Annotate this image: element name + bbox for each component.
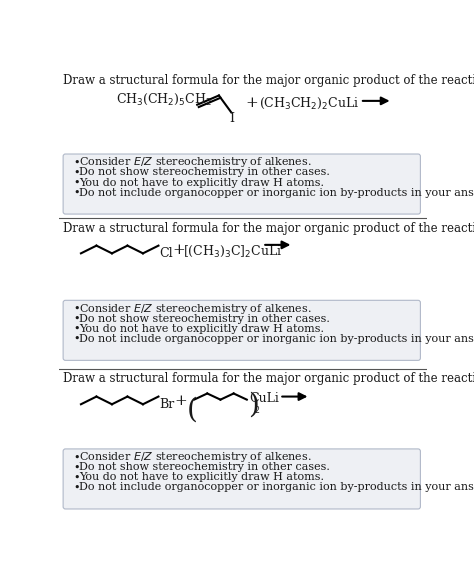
Text: Draw a structural formula for the major organic product of the reaction shown be: Draw a structural formula for the major …: [63, 74, 474, 87]
Text: Draw a structural formula for the major organic product of the reaction shown be: Draw a structural formula for the major …: [63, 222, 474, 235]
Text: I: I: [230, 113, 235, 126]
Text: •: •: [73, 187, 80, 197]
Text: •: •: [73, 314, 80, 324]
Text: (CH$_3$CH$_2$)$_2$CuLi: (CH$_3$CH$_2$)$_2$CuLi: [259, 96, 360, 112]
Text: CH$_3$(CH$_2$)$_5$CH$_2$: CH$_3$(CH$_2$)$_5$CH$_2$: [116, 92, 212, 107]
Text: ): ): [247, 392, 258, 419]
Text: [(CH$_3$)$_3$C]$_2$CuLi: [(CH$_3$)$_3$C]$_2$CuLi: [183, 244, 283, 259]
Text: CuLi: CuLi: [249, 392, 279, 405]
Text: •: •: [73, 482, 80, 492]
Text: Do not include organocopper or inorganic ion by-products in your answer.: Do not include organocopper or inorganic…: [80, 187, 474, 197]
Text: You do not have to explicitly draw H atoms.: You do not have to explicitly draw H ato…: [80, 324, 324, 334]
FancyBboxPatch shape: [63, 449, 420, 509]
Text: Do not include organocopper or inorganic ion by-products in your answer.: Do not include organocopper or inorganic…: [80, 334, 474, 344]
Text: •: •: [73, 463, 80, 472]
Text: Consider $E/Z$ stereochemistry of alkenes.: Consider $E/Z$ stereochemistry of alkene…: [80, 155, 312, 169]
Text: Do not show stereochemistry in other cases.: Do not show stereochemistry in other cas…: [80, 314, 330, 324]
Text: •: •: [73, 158, 80, 168]
Text: •: •: [73, 304, 80, 314]
Text: You do not have to explicitly draw H atoms.: You do not have to explicitly draw H ato…: [80, 472, 324, 482]
Text: You do not have to explicitly draw H atoms.: You do not have to explicitly draw H ato…: [80, 178, 324, 187]
Text: •: •: [73, 324, 80, 334]
Text: +: +: [245, 96, 258, 110]
Text: Consider $E/Z$ stereochemistry of alkenes.: Consider $E/Z$ stereochemistry of alkene…: [80, 450, 312, 464]
Text: •: •: [73, 472, 80, 482]
Text: Do not include organocopper or inorganic ion by-products in your answer.: Do not include organocopper or inorganic…: [80, 482, 474, 492]
FancyBboxPatch shape: [63, 154, 420, 214]
Text: Do not show stereochemistry in other cases.: Do not show stereochemistry in other cas…: [80, 168, 330, 178]
Text: •: •: [73, 168, 80, 178]
Text: •: •: [73, 334, 80, 344]
Text: •: •: [73, 178, 80, 187]
Text: (: (: [186, 397, 197, 423]
Text: +: +: [174, 394, 187, 408]
FancyBboxPatch shape: [63, 300, 420, 360]
Text: Draw a structural formula for the major organic product of the reaction shown be: Draw a structural formula for the major …: [63, 372, 474, 385]
Text: Cl: Cl: [159, 247, 173, 260]
Text: Do not show stereochemistry in other cases.: Do not show stereochemistry in other cas…: [80, 463, 330, 472]
Text: +: +: [173, 244, 185, 258]
Text: Br: Br: [159, 398, 174, 411]
Text: $_2$: $_2$: [254, 404, 260, 416]
Text: •: •: [73, 453, 80, 463]
Text: Consider $E/Z$ stereochemistry of alkenes.: Consider $E/Z$ stereochemistry of alkene…: [80, 302, 312, 316]
